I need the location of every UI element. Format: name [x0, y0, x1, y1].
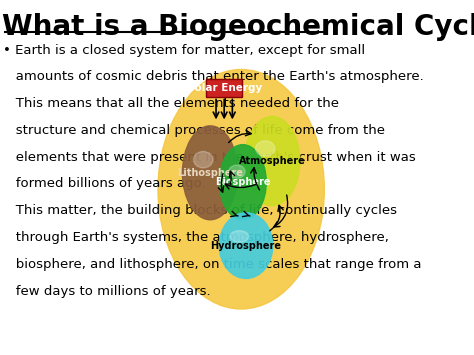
- Text: Lithosphere: Lithosphere: [177, 168, 243, 178]
- Text: few days to millions of years.: few days to millions of years.: [3, 285, 210, 297]
- Text: formed billions of years ago.: formed billions of years ago.: [3, 178, 206, 191]
- Text: This matter, the building blocks of life, continually cycles: This matter, the building blocks of life…: [3, 204, 397, 217]
- Text: elements that were present in the Earth's crust when it was: elements that were present in the Earth'…: [3, 151, 416, 164]
- Text: structure and chemical processes of life come from the: structure and chemical processes of life…: [3, 124, 385, 137]
- FancyBboxPatch shape: [206, 79, 242, 97]
- Ellipse shape: [182, 126, 238, 220]
- Text: through Earth's systems, the atmosphere, hydrosphere,: through Earth's systems, the atmosphere,…: [3, 231, 389, 244]
- Text: amounts of cosmic debris that enter the Earth's atmosphere.: amounts of cosmic debris that enter the …: [3, 70, 424, 83]
- Ellipse shape: [255, 141, 275, 157]
- Circle shape: [158, 70, 324, 309]
- Text: Biosphere: Biosphere: [215, 177, 271, 187]
- Text: What is a Biogeochemical Cycle?: What is a Biogeochemical Cycle?: [2, 13, 474, 41]
- Text: biosphere, and lithosphere, on time scales that range from a: biosphere, and lithosphere, on time scal…: [3, 258, 421, 271]
- Text: Atmosphere: Atmosphere: [239, 156, 306, 166]
- Ellipse shape: [228, 165, 245, 178]
- Ellipse shape: [219, 213, 273, 278]
- Ellipse shape: [219, 144, 266, 220]
- Ellipse shape: [193, 152, 213, 168]
- Ellipse shape: [245, 116, 300, 206]
- Text: Solar Energy: Solar Energy: [187, 83, 262, 93]
- Text: This means that all the elements needed for the: This means that all the elements needed …: [3, 97, 339, 110]
- Text: Hydrosphere: Hydrosphere: [210, 241, 282, 251]
- Text: • Earth is a closed system for matter, except for small: • Earth is a closed system for matter, e…: [3, 44, 365, 57]
- Ellipse shape: [230, 231, 249, 242]
